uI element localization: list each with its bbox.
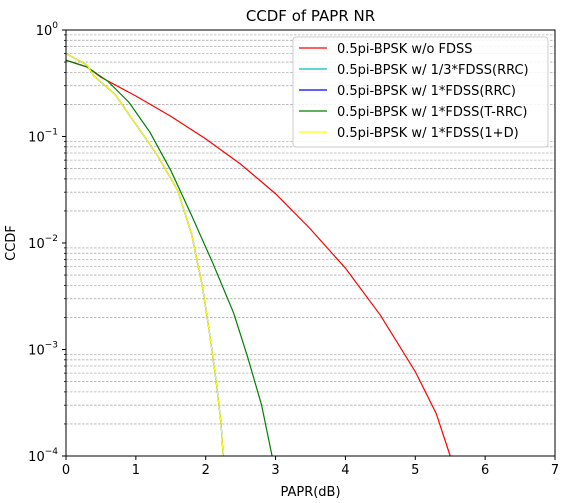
x-tick-label-5: 5 [411, 463, 419, 478]
y-tick-label-4: 10−4 [28, 447, 58, 465]
axis-ticks: 0 1 2 3 4 5 6 7 100 10−1 10−2 10−3 10−4 [28, 21, 559, 478]
x-tick-label-0: 0 [62, 463, 70, 478]
y-tick-label-2: 10−2 [28, 234, 58, 252]
legend-label-2: 0.5pi-BPSK w/ 1*FDSS(RRC) [337, 84, 516, 99]
y-tick-label-1: 10−1 [28, 128, 58, 146]
chart-title: CCDF of PAPR NR [246, 7, 375, 25]
x-tick-label-7: 7 [551, 463, 559, 478]
series-lines [65, 53, 451, 457]
y-tick-label-3: 10−3 [28, 341, 58, 359]
series-line-3 [65, 59, 273, 457]
series-line-4 [65, 53, 224, 457]
x-tick-label-6: 6 [481, 463, 489, 478]
x-tick-label-4: 4 [341, 463, 349, 478]
legend: 0.5pi-BPSK w/o FDSS 0.5pi-BPSK w/ 1/3*FDS… [292, 36, 549, 148]
legend-label-1: 0.5pi-BPSK w/ 1/3*FDSS(RRC) [337, 63, 529, 78]
x-tick-label-2: 2 [202, 463, 210, 478]
y-tick-label-0: 100 [36, 21, 59, 39]
x-tick-label-1: 1 [132, 463, 140, 478]
legend-box [292, 36, 549, 148]
legend-label-0: 0.5pi-BPSK w/o FDSS [337, 42, 473, 57]
legend-label-3: 0.5pi-BPSK w/ 1*FDSS(T-RRC) [337, 105, 527, 120]
x-axis-title: PAPR(dB) [280, 485, 340, 500]
x-tick-label-3: 3 [271, 463, 279, 478]
legend-label-4: 0.5pi-BPSK w/ 1*FDSS(1+D) [337, 126, 519, 141]
y-axis-title: CCDF [4, 225, 19, 261]
